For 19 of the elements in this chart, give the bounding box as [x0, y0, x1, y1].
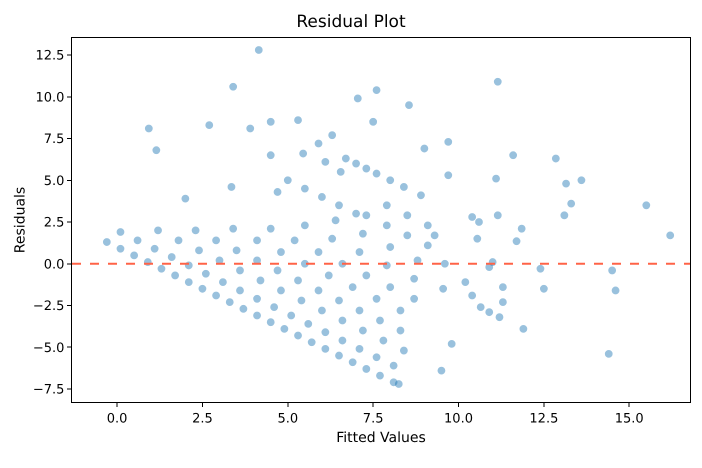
- y-tick-label: −7.5: [32, 382, 64, 398]
- x-tick-label: 5.0: [277, 412, 298, 427]
- y-tick-label: 10.0: [35, 90, 64, 106]
- x-tick-label: 15.0: [614, 412, 644, 427]
- y-tick-label: 2.5: [44, 216, 64, 231]
- chart-title: Residual Plot: [296, 12, 406, 32]
- x-axis-title: Fitted Values: [336, 430, 426, 446]
- x-tick-label: 10.0: [444, 412, 473, 427]
- x-tick-label: 7.5: [362, 412, 384, 427]
- y-tick-label: 12.5: [35, 48, 64, 64]
- y-tick-label: 7.5: [44, 132, 64, 148]
- x-tick-label: 0.0: [106, 412, 128, 427]
- y-axis-title: Residuals: [12, 186, 28, 254]
- x-tick-label: 2.5: [192, 412, 213, 427]
- x-tick-label: 12.5: [529, 412, 558, 427]
- y-tick-label: 0.0: [44, 257, 64, 272]
- y-tick-label: −2.5: [32, 299, 64, 314]
- y-tick-label: 5.0: [44, 174, 64, 189]
- y-tick-label: −5.0: [32, 340, 64, 356]
